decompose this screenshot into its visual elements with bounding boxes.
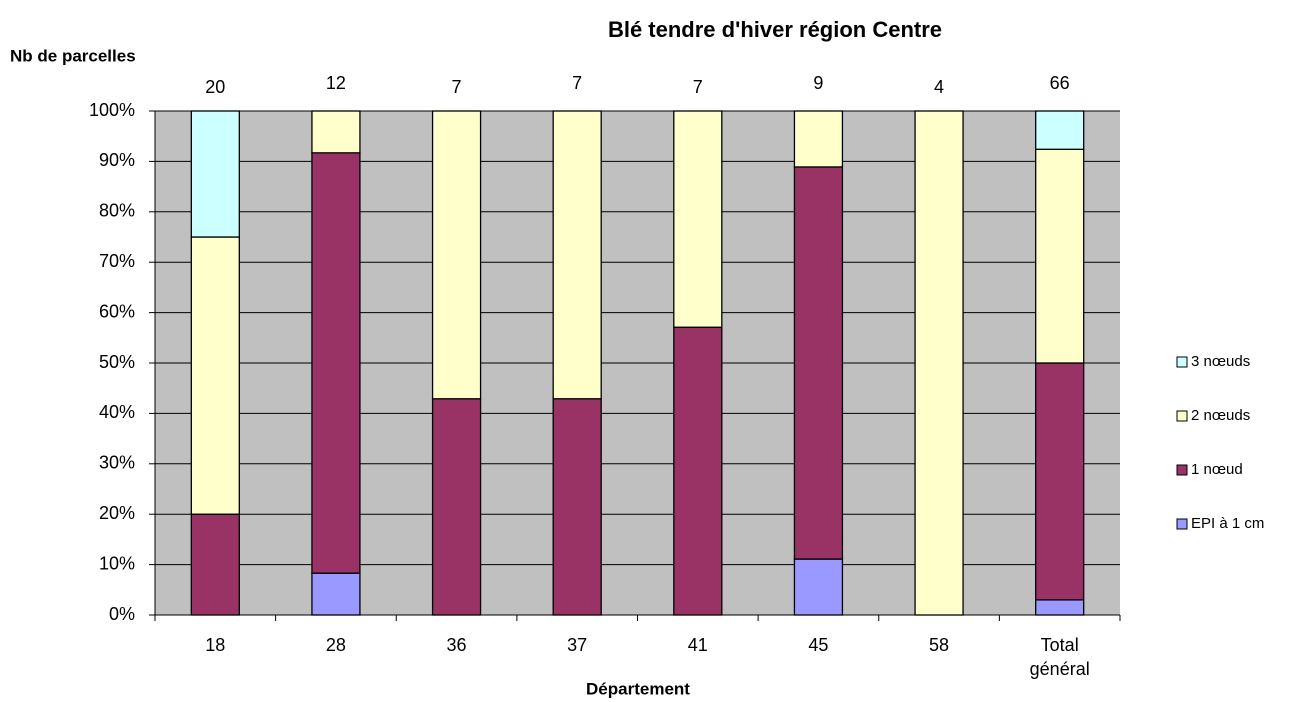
bar-total-label: 20 [205, 77, 225, 97]
legend-label: EPI à 1 cm [1191, 515, 1264, 532]
x-axis-label: Département [586, 679, 690, 698]
bar-segment [190, 110, 240, 238]
bar-segment [190, 513, 240, 616]
bar-segment [793, 558, 844, 616]
bar-segment [793, 166, 844, 560]
y-tick-label: 60% [99, 301, 135, 321]
legend-swatch [1176, 410, 1188, 422]
legend-label: 2 nœuds [1191, 407, 1250, 424]
y-tick-label: 0% [109, 604, 135, 624]
bar-segment [1035, 362, 1085, 601]
bar-total-label: 7 [452, 77, 462, 97]
bar-segment [311, 110, 361, 154]
bar-total-label: 9 [813, 73, 823, 93]
bar-segment [1035, 148, 1085, 364]
legend-label: 1 nœud [1191, 461, 1243, 478]
y-tick-label: 20% [99, 503, 135, 523]
x-tick-label: 28 [325, 635, 346, 655]
y-tick-label: 30% [99, 453, 135, 473]
x-tick-label: 37 [567, 635, 588, 655]
bar-segment [311, 152, 361, 574]
x-tick-label: Total général [1029, 635, 1090, 679]
bar-segment [552, 110, 602, 400]
bar-segment [673, 110, 723, 328]
bar-segment [673, 326, 723, 616]
bar-segment [552, 398, 602, 616]
y-tick-label: 80% [99, 201, 135, 221]
y-tick-label: 50% [99, 352, 135, 372]
bar-segment [431, 110, 482, 400]
y-axis-label: Nb de parcelles [10, 46, 136, 65]
bar-segment [431, 398, 482, 616]
y-tick-label: 70% [99, 251, 135, 271]
y-tick-label: 90% [99, 150, 135, 170]
legend-label: 3 nœuds [1191, 353, 1250, 370]
y-tick-label: 40% [99, 402, 135, 422]
bar-total-label: 12 [326, 73, 346, 93]
legend-swatch [1176, 356, 1188, 368]
legend-swatch [1176, 464, 1188, 476]
x-tick-label: 45 [808, 635, 829, 655]
bar-total-label: 7 [693, 77, 703, 97]
bar-segment [311, 572, 361, 616]
bar-total-label: 4 [934, 77, 944, 97]
chart-title: Blé tendre d'hiver région Centre [608, 17, 942, 42]
bar-total-label: 66 [1050, 73, 1070, 93]
x-tick-label: 36 [446, 635, 467, 655]
legend-swatch [1176, 518, 1188, 530]
x-tick-label: 58 [929, 635, 950, 655]
bar-segment [793, 110, 844, 168]
bar-segment [190, 236, 240, 515]
bar-segment [914, 110, 964, 616]
bar-segment [1035, 599, 1085, 616]
bar-total-label: 7 [572, 73, 582, 93]
x-tick-label: 41 [687, 635, 708, 655]
x-tick-label: 18 [205, 635, 226, 655]
y-tick-label: 100% [89, 100, 135, 120]
y-tick-label: 10% [99, 553, 135, 573]
bar-segment [1035, 110, 1085, 150]
